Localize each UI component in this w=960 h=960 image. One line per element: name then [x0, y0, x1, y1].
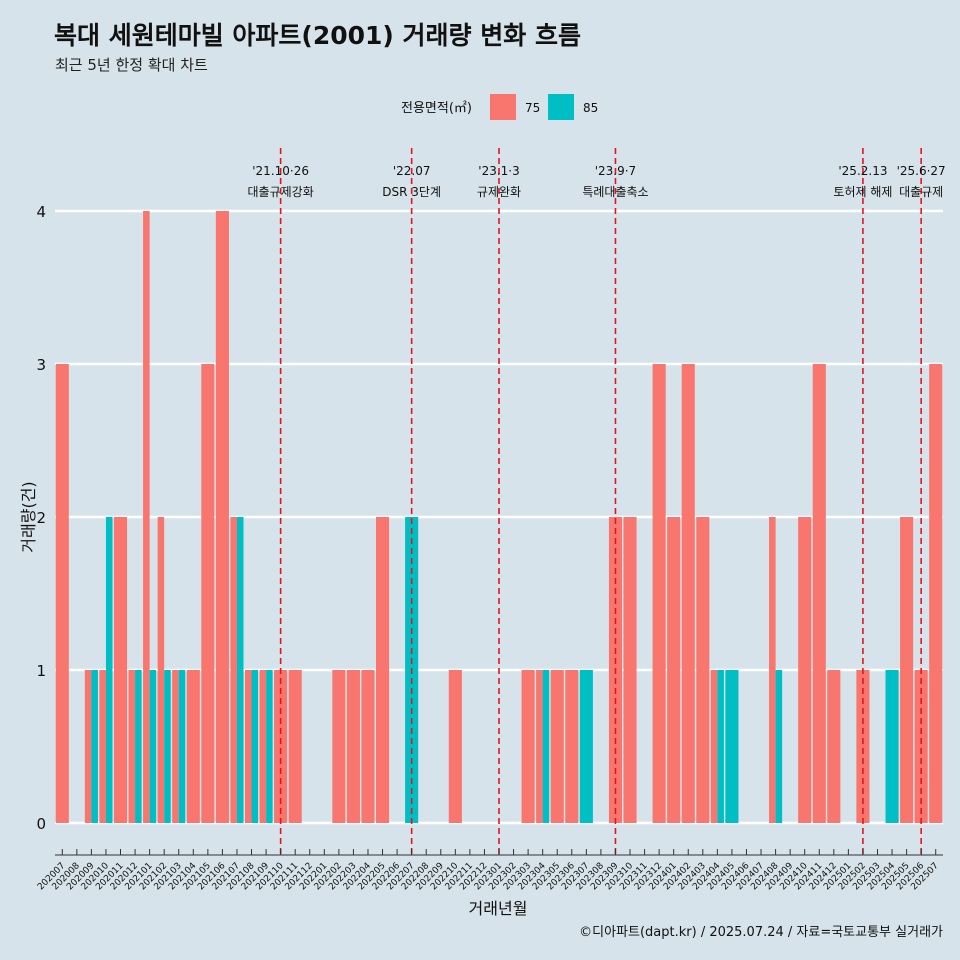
bar-85: [149, 670, 157, 823]
y-axis: 0 1 2 3 4: [36, 203, 46, 833]
bar-75: [696, 517, 710, 823]
bar-75: [536, 670, 543, 823]
y-axis-title: 거래량(건): [19, 481, 38, 552]
bars: [55, 211, 943, 823]
event-date: '22.07: [393, 164, 431, 178]
bar-75: [157, 517, 165, 823]
bar-75: [215, 211, 229, 823]
y-tick-label: 4: [36, 203, 46, 221]
bar-85: [266, 670, 273, 823]
bar-75: [244, 670, 252, 823]
legend-label-85: 85: [583, 101, 598, 115]
event-date: '23.9·7: [595, 164, 636, 178]
legend: 전용면적(㎡) 75 85: [401, 94, 598, 120]
bar-85: [251, 670, 259, 823]
bar-75: [346, 670, 360, 823]
event-label: 대출규제강화: [248, 185, 314, 199]
bar-75: [521, 670, 535, 823]
bar-75: [143, 211, 150, 823]
legend-swatch-85: [548, 94, 574, 120]
bar-75: [827, 670, 841, 823]
y-tick-label: 3: [36, 356, 46, 374]
bar-75: [710, 670, 718, 823]
bar-75: [128, 670, 136, 823]
bar-75: [375, 517, 390, 823]
chart-title: 복대 세원테마빌 아파트(2001) 거래량 변화 흐름: [54, 21, 581, 50]
bar-85: [105, 517, 113, 823]
bar-75: [186, 670, 200, 823]
event-label: 대출규제: [899, 185, 943, 199]
bar-75: [259, 670, 267, 823]
bar-75: [856, 670, 870, 823]
bar-75: [201, 364, 215, 823]
event-date: '25.2.13: [838, 164, 887, 178]
event-date: '21.10·26: [252, 164, 309, 178]
bar-75: [550, 670, 564, 823]
x-axis: 2020072020082020092020102020112020122021…: [36, 849, 943, 892]
bar-85: [579, 670, 593, 823]
bar-75: [99, 670, 106, 823]
bar-85: [164, 670, 171, 823]
event-label: DSR 3단계: [382, 185, 441, 199]
bar-85: [91, 670, 98, 823]
bar-85: [135, 670, 142, 823]
bar-85: [717, 670, 724, 823]
chart-subtitle: 최근 5년 한정 확대 차트: [55, 56, 208, 74]
event-date: '25.6·27: [897, 164, 946, 178]
bar-75: [332, 670, 346, 823]
bar-75: [113, 517, 128, 823]
event-label: 규제완화: [477, 185, 521, 199]
bar-75: [172, 670, 179, 823]
bar-75: [274, 670, 288, 823]
bar-75: [55, 364, 69, 823]
bar-75: [230, 517, 237, 823]
bar-85: [236, 517, 244, 823]
bar-75: [288, 670, 302, 823]
bar-85: [542, 670, 550, 823]
bar-75: [667, 517, 681, 823]
chart-caption: ©디아파트(dapt.kr) / 2025.07.24 / 자료=국토교통부 실…: [579, 925, 943, 940]
event-date: '23.1·3: [478, 164, 519, 178]
bar-85: [178, 670, 186, 823]
event-label: 특례대출축소: [582, 185, 648, 199]
bar-75: [681, 364, 695, 823]
y-tick-label: 0: [36, 815, 46, 833]
bar-75: [929, 364, 943, 823]
bar-75: [361, 670, 375, 823]
bar-75: [798, 517, 812, 823]
legend-label-75: 75: [525, 101, 540, 115]
y-tick-label: 1: [36, 662, 46, 680]
bar-75: [565, 670, 579, 823]
bar-75: [652, 364, 666, 823]
bar-75: [812, 364, 826, 823]
bar-75: [84, 670, 92, 823]
bar-85: [775, 670, 783, 823]
bar-75: [769, 517, 776, 823]
bar-75: [448, 670, 462, 823]
event-lines: '21.10·26 대출규제강화 '22.07 DSR 3단계 '23.1·3 규제완화 '…: [248, 148, 946, 855]
y-tick-label: 2: [36, 509, 46, 527]
event-label: 토허제 해제: [833, 185, 892, 199]
legend-title: 전용면적(㎡): [401, 101, 472, 116]
bar-75: [914, 670, 928, 823]
bar-75: [623, 517, 637, 823]
bar-75: [900, 517, 914, 823]
bar-85: [725, 670, 739, 823]
legend-swatch-75: [490, 94, 516, 120]
x-axis-title: 거래년월: [469, 899, 528, 918]
bar-85: [885, 670, 899, 823]
